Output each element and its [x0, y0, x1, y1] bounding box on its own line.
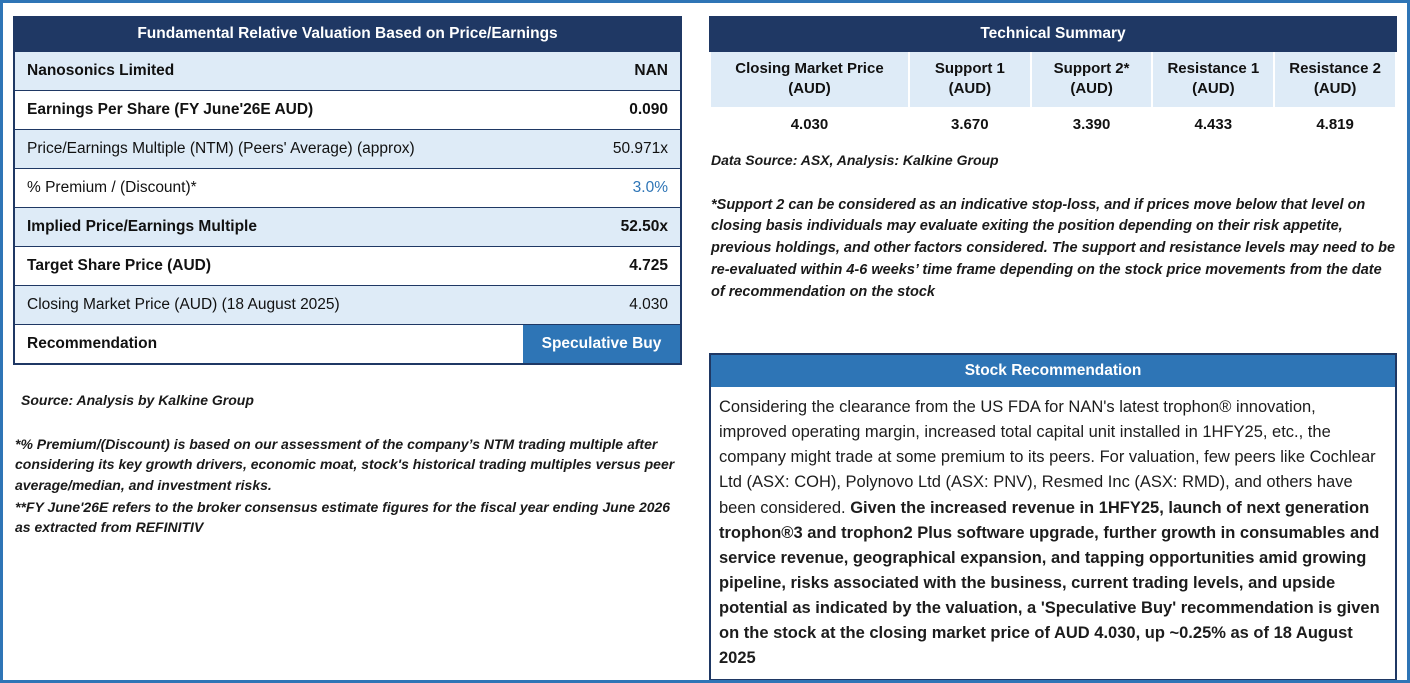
- technical-header-row: Closing Market Price (AUD) Support 1 (AU…: [709, 50, 1397, 109]
- technical-title-row: Technical Summary: [709, 16, 1397, 52]
- row-label: Earnings Per Share (FY June'26E AUD): [14, 90, 523, 130]
- column-header-closing-price: Closing Market Price (AUD): [709, 50, 910, 109]
- column-header-support-1: Support 1 (AUD): [907, 50, 1032, 109]
- column-header-resistance-1: Resistance 1 (AUD): [1151, 50, 1276, 109]
- recommendation-text-normal: Considering the clearance from the US FD…: [719, 398, 1376, 517]
- technical-values-row: 4.030 3.670 3.390 4.433 4.819: [709, 106, 1397, 142]
- stock-recommendation-title: Stock Recommendation: [711, 355, 1395, 388]
- valuation-footnote-premium: *% Premium/(Discount) is based on our as…: [15, 436, 675, 493]
- technical-summary-table: Technical Summary Closing Market Price (…: [709, 16, 1397, 142]
- table-row: Earnings Per Share (FY June'26E AUD) 0.0…: [14, 90, 681, 130]
- row-value-premium: 3.0%: [523, 168, 681, 208]
- table-row: Target Share Price (AUD) 4.725: [14, 246, 681, 286]
- table-row: Implied Price/Earnings Multiple 52.50x: [14, 207, 681, 247]
- row-value: 0.090: [523, 90, 681, 130]
- table-row-recommendation: Recommendation Speculative Buy: [14, 324, 681, 364]
- table-row: Price/Earnings Multiple (NTM) (Peers' Av…: [14, 129, 681, 169]
- row-value: NAN: [523, 50, 681, 91]
- stock-recommendation-body: Considering the clearance from the US FD…: [711, 387, 1395, 679]
- technical-panel: Technical Summary Closing Market Price (…: [709, 16, 1397, 680]
- support-1-value: 3.670: [907, 106, 1032, 142]
- support-2-value: 3.390: [1029, 106, 1154, 142]
- recommendation-text-bold: Given the increased revenue in 1HFY25, l…: [719, 498, 1380, 668]
- table-row: % Premium / (Discount)* 3.0%: [14, 168, 681, 208]
- closing-price-value: 4.030: [709, 106, 910, 142]
- row-label: Recommendation: [14, 324, 523, 364]
- stock-recommendation-box: Stock Recommendation Considering the cle…: [709, 353, 1397, 680]
- row-value: 4.030: [523, 285, 681, 325]
- technical-footnote: *Support 2 can be considered as an indic…: [711, 196, 1396, 300]
- column-header-resistance-2: Resistance 2 (AUD): [1273, 50, 1397, 109]
- row-label: Nanosonics Limited: [14, 50, 523, 91]
- technical-table-title: Technical Summary: [709, 16, 1397, 52]
- recommendation-badge: Speculative Buy: [523, 324, 681, 364]
- technical-data-source: Data Source: ASX, Analysis: Kalkine Grou…: [711, 151, 999, 168]
- row-label: Price/Earnings Multiple (NTM) (Peers' Av…: [14, 129, 523, 169]
- row-value: 4.725: [523, 246, 681, 286]
- valuation-table-title: Fundamental Relative Valuation Based on …: [13, 16, 682, 52]
- valuation-footnote-fy26: **FY June'26E refers to the broker conse…: [15, 498, 671, 536]
- valuation-source-note: Source: Analysis by Kalkine Group: [21, 392, 254, 408]
- row-value: 50.971x: [523, 129, 681, 169]
- table-row: Nanosonics Limited NAN: [14, 50, 681, 91]
- resistance-2-value: 4.819: [1273, 106, 1397, 142]
- column-header-support-2: Support 2* (AUD): [1029, 50, 1154, 109]
- row-value: 52.50x: [523, 207, 681, 247]
- row-label: Closing Market Price (AUD) (18 August 20…: [14, 285, 523, 325]
- valuation-table: Fundamental Relative Valuation Based on …: [13, 16, 682, 365]
- valuation-title-row: Fundamental Relative Valuation Based on …: [13, 16, 682, 52]
- table-row: Closing Market Price (AUD) (18 August 20…: [14, 285, 681, 325]
- row-label: % Premium / (Discount)*: [14, 168, 523, 208]
- resistance-1-value: 4.433: [1151, 106, 1276, 142]
- valuation-panel: Fundamental Relative Valuation Based on …: [13, 16, 682, 670]
- row-label: Target Share Price (AUD): [14, 246, 523, 286]
- row-label: Implied Price/Earnings Multiple: [14, 207, 523, 247]
